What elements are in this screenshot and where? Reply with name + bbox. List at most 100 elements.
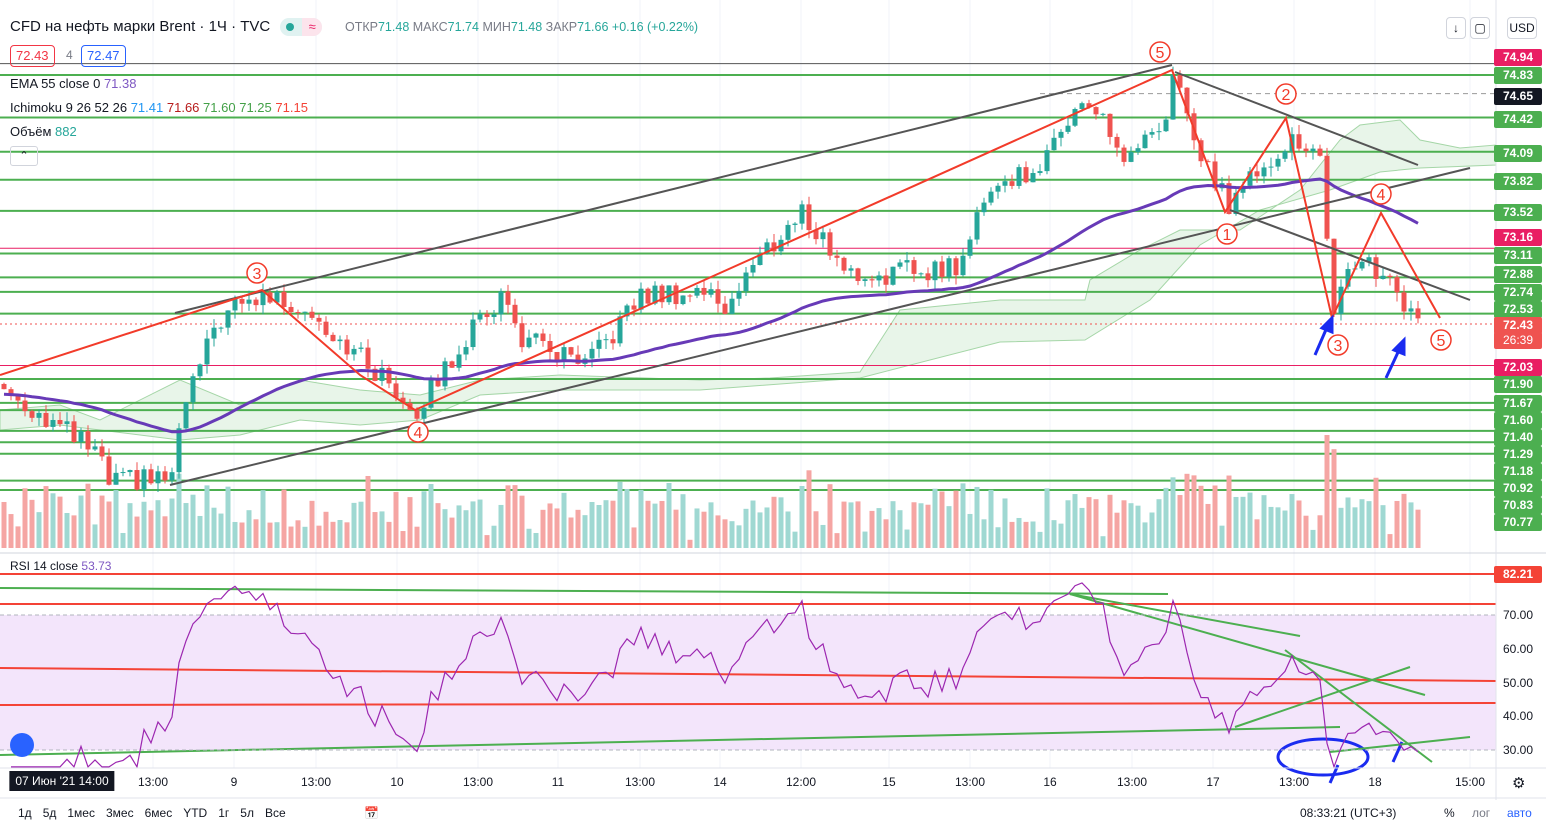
volume-bar — [1009, 521, 1015, 548]
candle — [855, 268, 861, 281]
candle — [218, 327, 224, 329]
range-button[interactable]: 3мес — [105, 806, 134, 820]
volume-bar — [554, 508, 560, 548]
range-selector[interactable]: 1д 5д 1мес 3мес 6мес YTD 1г 5л Все — [18, 806, 297, 820]
candle — [568, 347, 574, 355]
ema-legend[interactable]: EMA 55 close 0 71.38 — [10, 76, 137, 91]
volume-bar — [785, 511, 791, 548]
ohlc-readout: ОТКР71.48 МАКС71.74 МИН71.48 ЗАКР71.66 +… — [345, 20, 699, 34]
currency-button[interactable]: USD — [1507, 17, 1537, 39]
volume-bar — [533, 532, 539, 548]
volume-bar — [1044, 488, 1050, 548]
volume-bar — [519, 495, 525, 548]
price-label: 70.92 — [1494, 480, 1542, 497]
settings-gear-icon[interactable]: ⚙ — [1512, 775, 1526, 792]
volume-bar — [449, 517, 455, 548]
candle — [141, 469, 147, 490]
log-toggle[interactable]: лог — [1472, 806, 1491, 820]
volume-bar — [673, 509, 679, 548]
buy-button[interactable]: 72.47 — [81, 45, 126, 67]
candle — [1205, 161, 1211, 163]
auto-toggle[interactable]: авто — [1507, 806, 1532, 820]
range-button[interactable]: Все — [264, 806, 286, 820]
candle — [848, 268, 854, 271]
candle — [197, 364, 203, 377]
volume-bar — [1149, 512, 1155, 548]
candle — [750, 265, 756, 273]
volume-bar — [1408, 502, 1414, 548]
volume-bar — [981, 519, 987, 548]
candle — [1, 383, 7, 390]
candle — [918, 273, 924, 275]
candle — [939, 261, 945, 277]
clock: 08:33:21 (UTC+3) — [1300, 806, 1397, 820]
candle — [1009, 181, 1015, 186]
tradingview-logo[interactable] — [10, 733, 34, 757]
candle — [981, 202, 987, 213]
candle — [414, 410, 420, 419]
candle — [85, 431, 91, 450]
percent-toggle[interactable]: % — [1444, 806, 1455, 820]
range-button[interactable]: 1мес — [67, 806, 95, 820]
price-label: 73.52 — [1494, 204, 1542, 221]
price-label: 71.67 — [1494, 395, 1542, 412]
candle — [589, 348, 595, 359]
symbol-title[interactable]: CFD на нефть марки Brent · 1Ч · TVC ≈ — [10, 18, 323, 37]
volume-bar — [316, 525, 322, 548]
calendar-icon[interactable]: 📅 — [364, 806, 379, 820]
candle — [1240, 185, 1246, 193]
fullscreen-button[interactable]: ▢ — [1470, 17, 1490, 39]
volume-bar — [1219, 525, 1225, 548]
candle — [1002, 181, 1008, 186]
range-button[interactable]: 5д — [42, 806, 57, 820]
volume-bar — [470, 501, 476, 548]
candle — [1247, 171, 1253, 186]
volume-legend[interactable]: Объём 882 — [10, 124, 77, 139]
wave-label: 5 — [1437, 333, 1446, 350]
candle — [1268, 166, 1274, 168]
volume-bar — [351, 502, 357, 548]
range-button[interactable]: 6мес — [144, 806, 173, 820]
candle — [1037, 171, 1043, 174]
range-button[interactable]: 1г — [218, 806, 230, 820]
volume-bar — [1359, 499, 1365, 548]
collapse-legend-button[interactable]: ⌃ — [10, 146, 38, 166]
volume-bar — [589, 501, 595, 548]
volume-bar — [1240, 496, 1246, 548]
volume-bar — [134, 516, 140, 548]
trend-lines[interactable] — [169, 64, 1471, 486]
volume-bar — [939, 491, 945, 548]
volume-bar — [505, 485, 511, 548]
candle — [967, 239, 973, 256]
candle — [92, 446, 98, 450]
range-button[interactable]: YTD — [183, 806, 208, 820]
candle — [820, 232, 826, 240]
price-label: 74.83 — [1494, 67, 1542, 84]
time-label: 18 — [1368, 775, 1382, 789]
volume-bar — [666, 482, 672, 548]
scroll-down-button[interactable]: ↓ — [1446, 17, 1466, 39]
candle — [99, 446, 105, 457]
candle — [260, 292, 266, 306]
rsi-legend[interactable]: RSI 14 close 53.73 — [10, 559, 112, 573]
volume-bar — [876, 508, 882, 548]
volume-bar — [638, 489, 644, 548]
wave-circle — [1275, 83, 1297, 105]
volume-bar — [1205, 503, 1211, 548]
price-label: 74.09 — [1494, 145, 1542, 162]
wave-circle — [1430, 329, 1452, 351]
ichimoku-legend[interactable]: Ichimoku 9 26 52 26 71.41 71.66 71.60 71… — [10, 100, 308, 115]
wave-label: 4 — [1377, 187, 1386, 204]
volume-bar — [995, 527, 1001, 548]
range-button[interactable]: 1д — [18, 806, 32, 820]
candle — [295, 312, 301, 314]
sell-button[interactable]: 72.43 — [10, 45, 55, 67]
rsi-axis-label: 50.00 — [1502, 676, 1534, 690]
candle — [330, 334, 336, 342]
price-label: 72.03 — [1494, 359, 1542, 376]
candle — [1324, 155, 1330, 239]
wave-lines[interactable] — [0, 68, 1441, 412]
range-button[interactable]: 5л — [240, 806, 254, 820]
volume-bar — [1156, 499, 1162, 548]
